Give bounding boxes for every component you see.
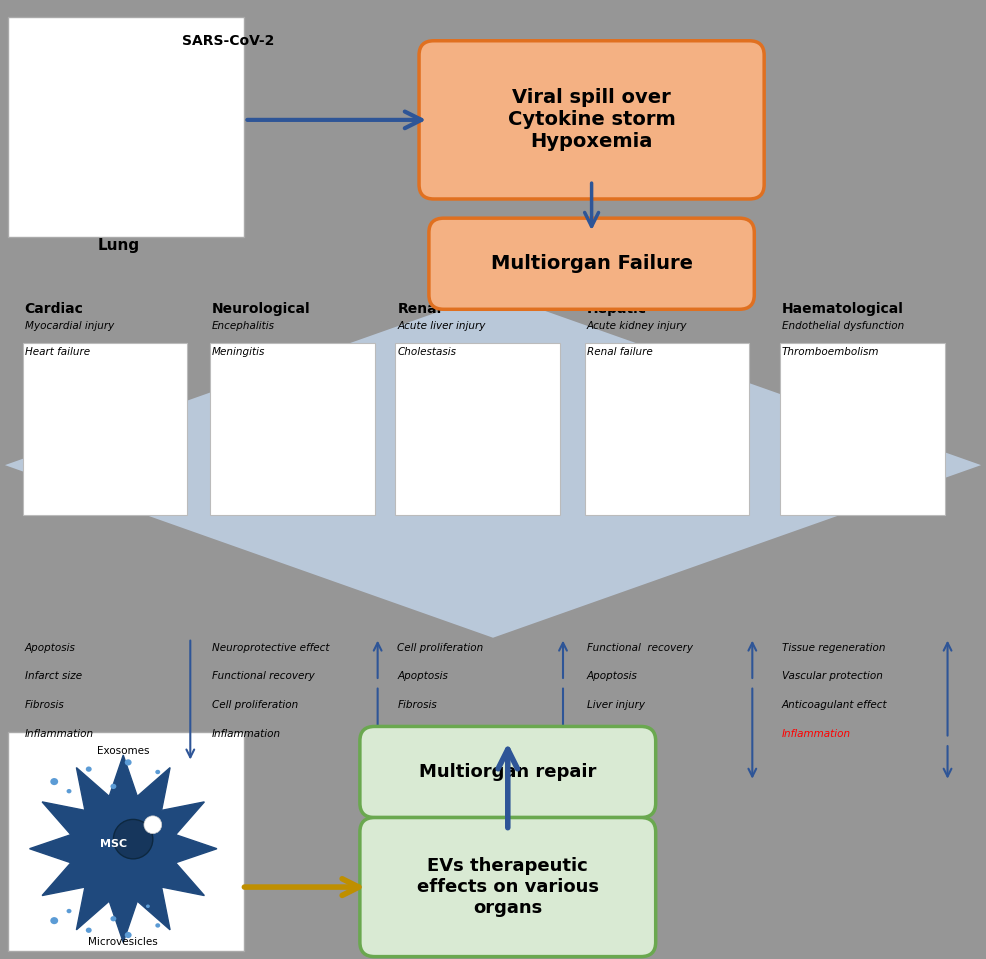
Text: Cell proliferation: Cell proliferation	[397, 643, 483, 652]
Text: Inflammation: Inflammation	[587, 729, 656, 738]
Text: Cell proliferation: Cell proliferation	[212, 700, 298, 710]
Text: Apoptosis: Apoptosis	[587, 671, 638, 681]
Ellipse shape	[146, 904, 150, 908]
Text: Functional recovery: Functional recovery	[212, 671, 315, 681]
Text: Vascular protection: Vascular protection	[782, 671, 882, 681]
FancyBboxPatch shape	[419, 40, 764, 199]
FancyBboxPatch shape	[360, 817, 656, 957]
Text: Liver injury: Liver injury	[587, 700, 645, 710]
Text: Encephalitis: Encephalitis	[212, 321, 275, 331]
Text: Neurological: Neurological	[212, 302, 311, 316]
FancyBboxPatch shape	[8, 732, 244, 951]
Text: Meningitis: Meningitis	[212, 347, 265, 357]
FancyBboxPatch shape	[585, 343, 749, 515]
FancyBboxPatch shape	[395, 343, 560, 515]
Ellipse shape	[110, 916, 116, 922]
Ellipse shape	[144, 816, 162, 833]
Text: Renal failure: Renal failure	[587, 347, 653, 357]
Text: Inflammation: Inflammation	[25, 729, 94, 738]
Text: Myocardial injury: Myocardial injury	[25, 321, 114, 331]
Text: Functional  recovery: Functional recovery	[587, 643, 693, 652]
Ellipse shape	[124, 760, 132, 765]
Text: Tissue regeneration: Tissue regeneration	[782, 643, 885, 652]
Text: Acute kidney injury: Acute kidney injury	[587, 321, 687, 331]
Text: Apoptosis: Apoptosis	[25, 643, 76, 652]
Text: Fibrosis: Fibrosis	[397, 700, 437, 710]
Text: SARS-CoV-2: SARS-CoV-2	[182, 34, 275, 48]
Ellipse shape	[155, 770, 160, 774]
Text: Endothelial dysfunction: Endothelial dysfunction	[782, 321, 904, 331]
Text: Anticoagulant effect: Anticoagulant effect	[782, 700, 887, 710]
Text: Hepatic: Hepatic	[587, 302, 647, 316]
Text: Fibrosis: Fibrosis	[25, 700, 64, 710]
Polygon shape	[30, 755, 217, 943]
Text: Viral spill over
Cytokine storm
Hypoxemia: Viral spill over Cytokine storm Hypoxemi…	[508, 88, 675, 152]
Text: EVs therapeutic
effects on various
organs: EVs therapeutic effects on various organ…	[417, 857, 599, 917]
Text: Apoptosis: Apoptosis	[397, 671, 449, 681]
Ellipse shape	[155, 924, 160, 927]
Text: Lung: Lung	[98, 238, 139, 253]
Polygon shape	[5, 292, 981, 638]
FancyBboxPatch shape	[23, 343, 187, 515]
FancyBboxPatch shape	[8, 17, 244, 237]
Ellipse shape	[110, 784, 116, 789]
Text: Microvesicles: Microvesicles	[89, 937, 158, 947]
FancyBboxPatch shape	[429, 219, 754, 309]
Text: Inflammation: Inflammation	[212, 729, 281, 738]
Text: Inflammation: Inflammation	[397, 729, 466, 738]
Text: Cholestasis: Cholestasis	[397, 347, 457, 357]
Text: Multiorgan repair: Multiorgan repair	[419, 763, 597, 781]
Ellipse shape	[67, 789, 72, 793]
Text: MSC: MSC	[100, 839, 127, 849]
Text: Infarct size: Infarct size	[25, 671, 82, 681]
Text: Heart failure: Heart failure	[25, 347, 90, 357]
Text: Renal: Renal	[397, 302, 442, 316]
Ellipse shape	[50, 917, 58, 924]
FancyBboxPatch shape	[210, 343, 375, 515]
Text: Neuroprotective effect: Neuroprotective effect	[212, 643, 329, 652]
Ellipse shape	[67, 909, 72, 913]
FancyBboxPatch shape	[360, 727, 656, 817]
Ellipse shape	[86, 766, 92, 772]
Text: Thromboembolism: Thromboembolism	[782, 347, 880, 357]
Text: Acute liver injury: Acute liver injury	[397, 321, 486, 331]
Ellipse shape	[113, 819, 153, 859]
Ellipse shape	[50, 778, 58, 785]
Ellipse shape	[86, 927, 92, 933]
Text: Multiorgan Failure: Multiorgan Failure	[491, 254, 692, 273]
Ellipse shape	[124, 932, 132, 938]
FancyBboxPatch shape	[780, 343, 945, 515]
Text: Cardiac: Cardiac	[25, 302, 84, 316]
Text: Exosomes: Exosomes	[97, 746, 150, 756]
Text: Inflammation: Inflammation	[782, 729, 851, 738]
Text: Haematological: Haematological	[782, 302, 904, 316]
